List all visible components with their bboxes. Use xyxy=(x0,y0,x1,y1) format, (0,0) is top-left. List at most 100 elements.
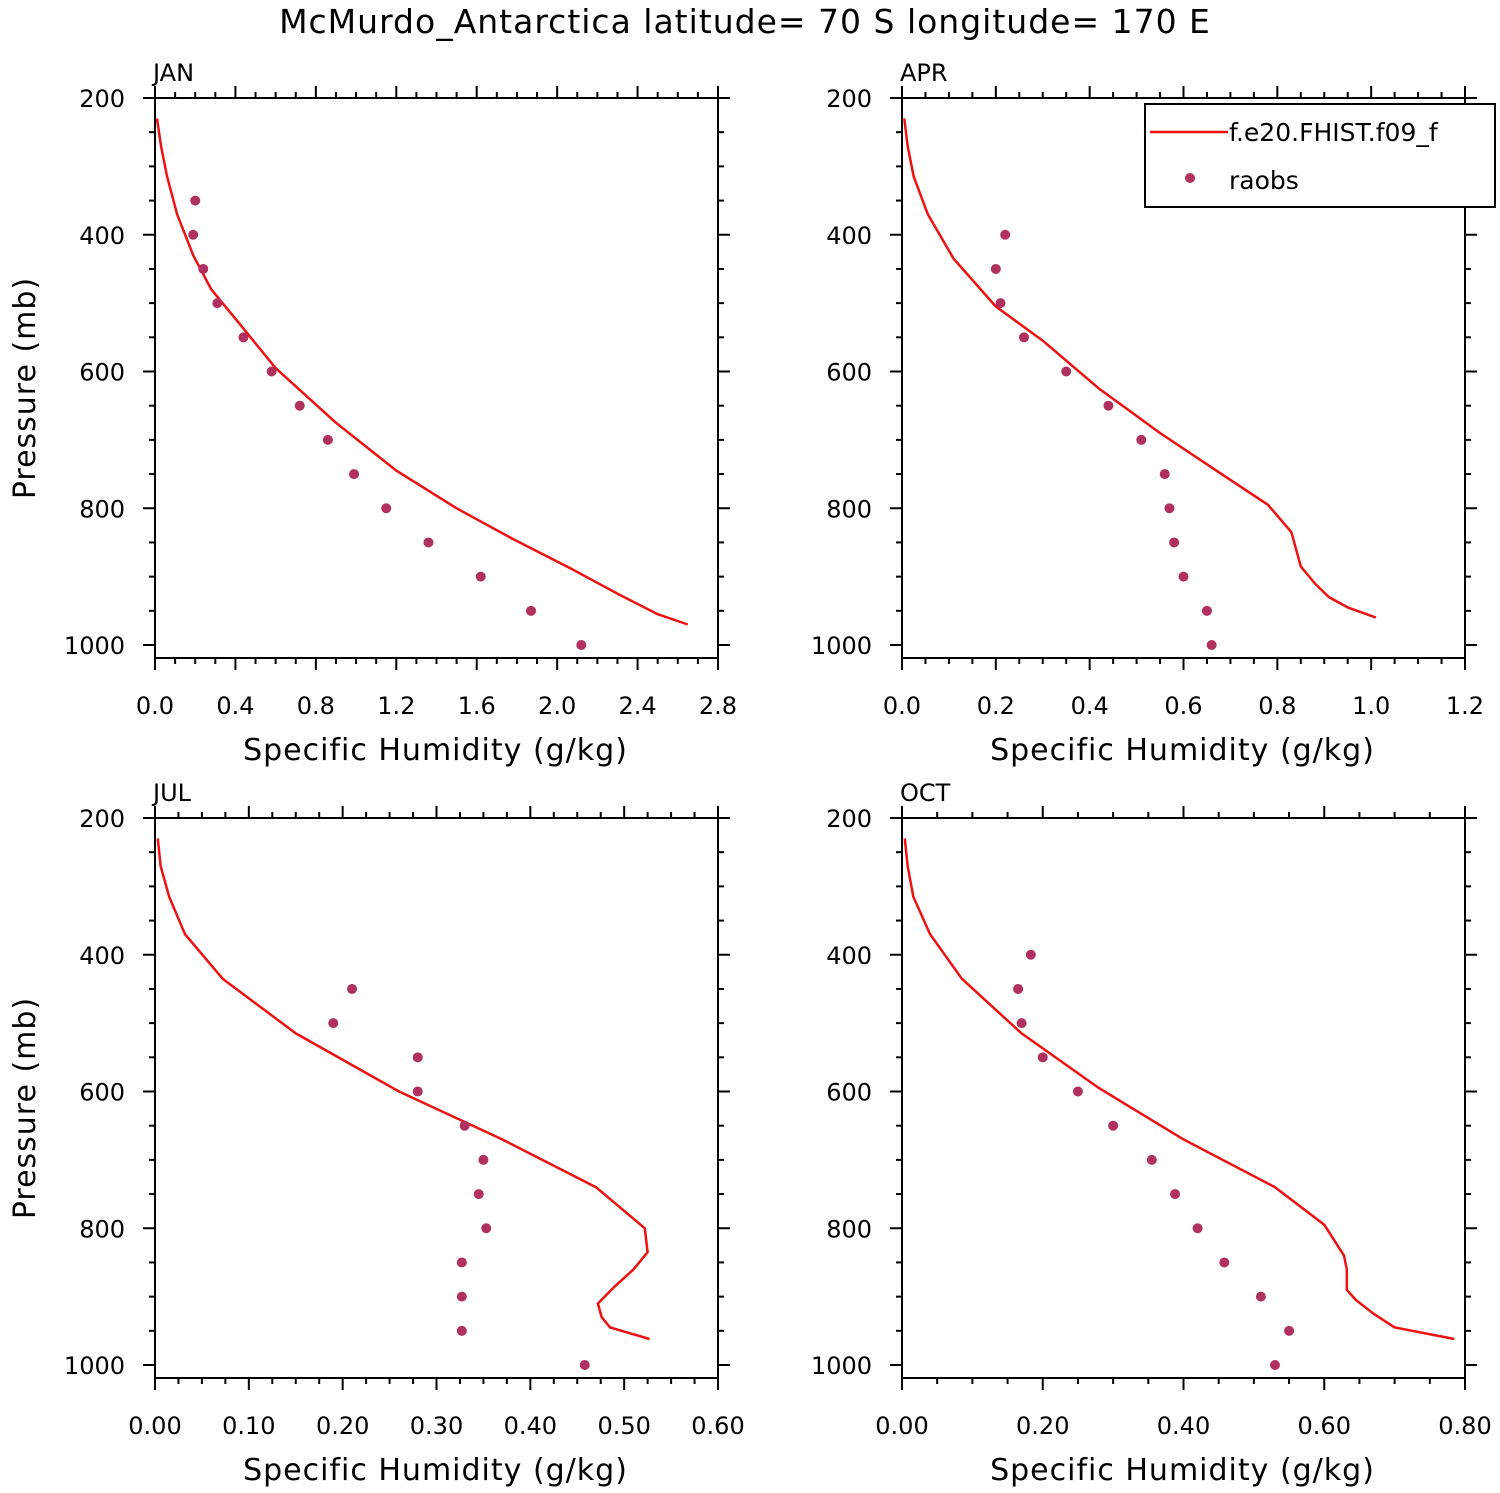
raobs-point xyxy=(456,1325,467,1336)
raobs-point xyxy=(188,229,199,240)
x-tick-label: 0.00 xyxy=(128,1412,181,1440)
panel-title: JUL xyxy=(151,779,192,807)
x-tick-label: 0.40 xyxy=(1157,1412,1210,1440)
x-tick-label: 0.10 xyxy=(222,1412,275,1440)
plot-frame xyxy=(154,97,719,659)
raobs-point xyxy=(478,1154,489,1165)
x-tick-label: 0.2 xyxy=(977,692,1015,720)
x-tick-label: 0.50 xyxy=(597,1412,650,1440)
legend-marker-swatch xyxy=(1185,173,1195,183)
raobs-point xyxy=(1025,949,1036,960)
raobs-point xyxy=(1178,571,1189,582)
raobs-point xyxy=(1000,229,1011,240)
raobs-point xyxy=(1284,1325,1295,1336)
raobs-point xyxy=(481,1223,492,1234)
x-tick-label: 1.2 xyxy=(377,692,415,720)
y-tick-label: 400 xyxy=(826,942,872,970)
raobs-point xyxy=(198,263,209,274)
raobs-point xyxy=(475,571,486,582)
y-tick-label: 200 xyxy=(826,85,872,113)
panel-jan: JAN 0.0 0.4 0.8 1.2 1.6 2.0 2.4 2.8 200 400 600 800 1… xyxy=(8,59,737,768)
raobs-point xyxy=(423,537,434,548)
plot-frame xyxy=(901,817,1466,1379)
raobs-point xyxy=(579,1360,590,1370)
panels: JAN 0.0 0.4 0.8 1.2 1.6 2.0 2.4 2.8 200 400 600 800 1… xyxy=(8,59,1496,1488)
raobs-point xyxy=(1037,1052,1048,1063)
raobs-point xyxy=(347,983,358,994)
y-tick-label: 400 xyxy=(826,222,872,250)
raobs-point xyxy=(412,1052,423,1063)
raobs-point xyxy=(238,332,249,343)
y-tick-label: 1000 xyxy=(64,1352,125,1380)
y-tick-label: 200 xyxy=(79,805,125,833)
panel-jul: JUL 0.00 0.10 0.20 0.30 0.40 0.50 0.60 200 400 600… xyxy=(8,779,745,1488)
x-tick-label: 0.60 xyxy=(1298,1412,1351,1440)
x-tick-label: 0.60 xyxy=(691,1412,744,1440)
legend-box xyxy=(1144,103,1496,208)
raobs-point xyxy=(526,605,537,616)
figure-title: McMurdo_Antarctica latitude= 70 S longit… xyxy=(279,2,1211,41)
x-tick-label: 1.2 xyxy=(1446,692,1484,720)
x-tick-label: 0.0 xyxy=(883,692,921,720)
y-tick-label: 400 xyxy=(79,942,125,970)
x-tick-label: 0.80 xyxy=(1438,1412,1491,1440)
raobs-point xyxy=(1206,640,1217,650)
y-tick-label: 200 xyxy=(826,805,872,833)
y-tick-label: 600 xyxy=(79,359,125,387)
raobs-point xyxy=(1103,400,1114,411)
raobs-point xyxy=(1013,983,1024,994)
raobs-point xyxy=(1018,332,1029,343)
raobs-point xyxy=(990,263,1001,274)
raobs-point xyxy=(1108,1120,1119,1131)
raobs-point xyxy=(459,1120,470,1131)
y-tick-label: 800 xyxy=(79,1215,125,1243)
raobs-point xyxy=(1136,434,1147,445)
raobs-point xyxy=(266,366,277,377)
legend-entry-raobs: raobs xyxy=(1229,166,1299,195)
panel-oct: OCT 0.00 0.20 0.40 0.60 0.80 200 400 600 800 1000 S… xyxy=(811,779,1492,1488)
y-tick-label: 400 xyxy=(79,222,125,250)
y-tick-label: 1000 xyxy=(811,1352,872,1380)
raobs-point xyxy=(1072,1086,1083,1097)
y-tick-label: 1000 xyxy=(811,632,872,660)
raobs-point xyxy=(322,434,333,445)
panel-apr: APR 0.0 0.2 0.4 0.6 0.8 1.0 1.2 200 400 600 800 1000… xyxy=(811,59,1484,768)
x-tick-label: 1.6 xyxy=(458,692,496,720)
y-tick-label: 800 xyxy=(826,1215,872,1243)
y-tick-label: 600 xyxy=(79,1079,125,1107)
raobs-point xyxy=(1192,1223,1203,1234)
model-series-line xyxy=(903,118,1377,619)
raobs-point xyxy=(995,298,1006,309)
raobs-point xyxy=(456,1257,467,1268)
raobs-point xyxy=(456,1291,467,1302)
raobs-point xyxy=(1170,1189,1181,1200)
legend-entry-model: f.e20.FHIST.f09_f xyxy=(1229,118,1439,147)
x-tick-label: 0.20 xyxy=(316,1412,369,1440)
raobs-point xyxy=(1201,605,1212,616)
raobs-point xyxy=(1255,1291,1266,1302)
panel-title: OCT xyxy=(900,779,951,807)
y-axis-label: Pressure (mb) xyxy=(8,997,43,1219)
x-tick-label: 0.40 xyxy=(504,1412,557,1440)
x-axis-label: Specific Humidity (g/kg) xyxy=(243,733,628,768)
x-tick-label: 0.6 xyxy=(1164,692,1202,720)
raobs-point xyxy=(294,400,305,411)
x-tick-label: 0.4 xyxy=(1071,692,1109,720)
raobs-point xyxy=(576,640,587,650)
x-tick-label: 0.20 xyxy=(1016,1412,1069,1440)
model-series-line xyxy=(903,838,1455,1341)
x-tick-label: 0.00 xyxy=(875,1412,928,1440)
y-tick-label: 800 xyxy=(826,495,872,523)
x-tick-label: 0.8 xyxy=(1258,692,1296,720)
x-axis-label: Specific Humidity (g/kg) xyxy=(243,1453,628,1488)
x-axis-label: Specific Humidity (g/kg) xyxy=(990,1453,1375,1488)
panel-title: APR xyxy=(900,59,948,87)
raobs-point xyxy=(349,469,360,480)
plot-frame xyxy=(154,817,719,1379)
x-tick-label: 0.8 xyxy=(297,692,335,720)
x-tick-label: 2.4 xyxy=(618,692,656,720)
panel-title: JAN xyxy=(151,59,194,87)
raobs-point xyxy=(1219,1257,1230,1268)
x-tick-label: 2.0 xyxy=(538,692,576,720)
